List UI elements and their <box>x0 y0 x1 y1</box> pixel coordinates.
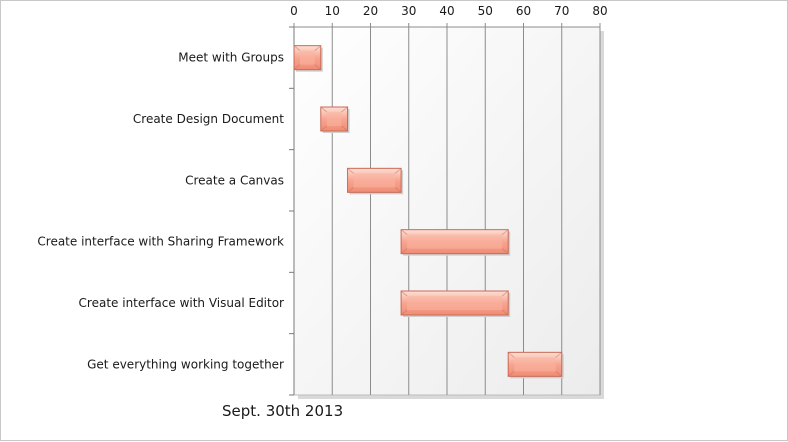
category-labels: Meet with Groups Create Design Document Cr… <box>37 51 284 372</box>
x-tick-label: 70 <box>554 4 569 18</box>
category-label: Meet with Groups <box>178 51 284 65</box>
bar-bevel <box>501 309 509 316</box>
x-tick-label: 10 <box>325 4 340 18</box>
x-axis-ticks: 0 10 20 30 40 50 60 70 80 <box>290 4 607 18</box>
bars <box>293 45 564 379</box>
bar-bevel <box>320 125 328 132</box>
x-tick-label: 30 <box>401 4 416 18</box>
bar-bevel <box>400 290 408 297</box>
bar-bevel <box>320 106 328 113</box>
x-tick-label: 20 <box>363 4 378 18</box>
bar-bevel <box>501 229 509 236</box>
x-tick-label: 40 <box>439 4 454 18</box>
bar-face <box>407 234 503 249</box>
bar-bevel <box>314 64 322 71</box>
bar <box>347 167 404 195</box>
bar-bevel <box>293 64 301 71</box>
bar-bevel <box>341 125 348 132</box>
category-label: Create interface with Sharing Framework <box>37 235 284 249</box>
bar-bevel <box>293 45 301 52</box>
bar-bevel <box>347 186 354 193</box>
bar-face <box>407 296 503 310</box>
bar-bevel <box>507 370 515 377</box>
bar-face <box>326 112 342 126</box>
y-axis <box>289 26 295 396</box>
bar <box>293 45 323 72</box>
bar-bevel <box>400 248 408 255</box>
bar-bevel <box>314 45 322 52</box>
bar-face <box>514 357 556 372</box>
x-tick-label: 60 <box>516 4 531 18</box>
bar-bevel <box>400 229 408 236</box>
category-label: Create interface with Visual Editor <box>79 296 285 310</box>
bar-bevel <box>501 248 509 255</box>
x-tick-label: 50 <box>478 4 493 18</box>
bar-bevel <box>507 351 515 358</box>
x-tick-label: 80 <box>592 4 607 18</box>
category-label: Get everything working together <box>87 357 284 371</box>
chart-caption: Sept. 30th 2013 <box>222 402 344 420</box>
bar <box>320 106 350 133</box>
x-tick-label: 0 <box>290 4 298 18</box>
bar <box>400 229 511 256</box>
bar-bevel <box>394 167 402 174</box>
bar-bevel <box>400 309 408 316</box>
bar <box>507 351 564 379</box>
bar-bevel <box>394 186 402 193</box>
gridlines <box>293 23 601 395</box>
bar-bevel <box>341 106 348 113</box>
bar-face <box>353 173 396 188</box>
bar-bevel <box>555 370 563 377</box>
bar-face <box>300 50 315 65</box>
bar-bevel <box>555 351 563 358</box>
bar <box>400 290 511 317</box>
category-label: Create a Canvas <box>185 173 284 187</box>
bar-bevel <box>347 167 354 174</box>
bar-bevel <box>501 290 509 297</box>
category-label: Create Design Document <box>133 112 284 126</box>
plot-area <box>293 26 604 399</box>
